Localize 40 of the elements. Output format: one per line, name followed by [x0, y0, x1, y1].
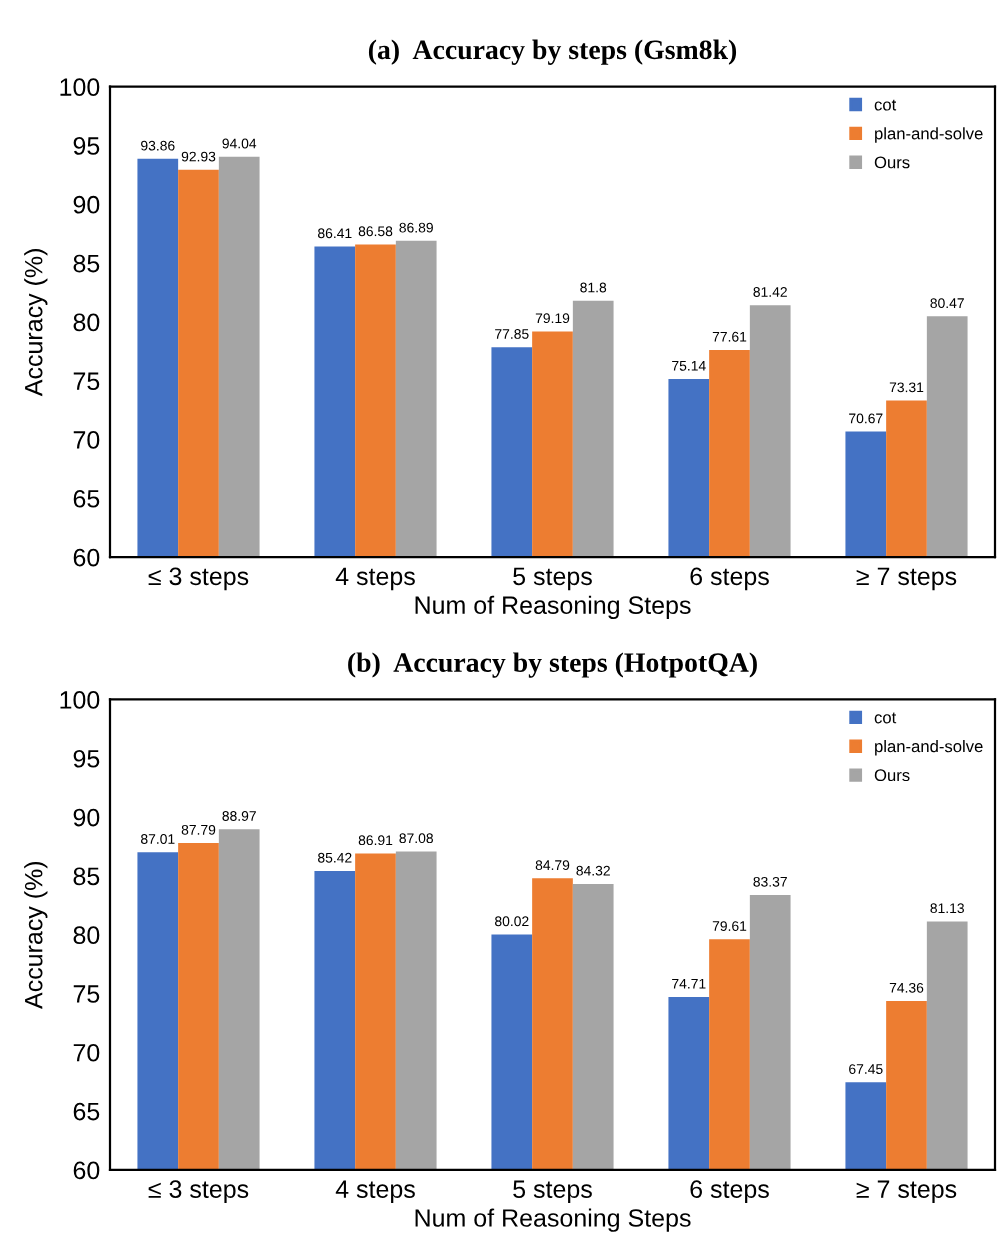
- y-tick-label: 60: [73, 1161, 100, 1180]
- legend-label: Ours: [874, 156, 910, 169]
- y-tick-label: 95: [73, 137, 100, 155]
- x-axis-title: Num of Reasoning Steps: [415, 595, 691, 619]
- legend-label: plan-and-solve: [875, 740, 983, 756]
- chart-title: (b) Accuracy by steps (HotpotQA): [348, 652, 757, 678]
- x-tick-label: 5 steps: [513, 567, 592, 591]
- y-tick-label: 75: [73, 372, 100, 390]
- y-tick-label: 80: [73, 926, 100, 944]
- legend-label: plan-and-solve: [875, 127, 983, 143]
- y-tick-label: 90: [73, 808, 100, 827]
- y-tick-label: 65: [73, 489, 100, 508]
- y-tick-label: 60: [73, 548, 100, 567]
- y-tick-label: 90: [73, 195, 100, 214]
- y-tick-label: 65: [73, 1102, 100, 1121]
- x-axis-title: Num of Reasoning Steps: [415, 1208, 691, 1232]
- y-tick-label: 85: [73, 254, 100, 273]
- x-tick-label: ≤ 3 steps: [148, 567, 249, 591]
- x-tick-label: ≥ 7 steps: [856, 567, 957, 591]
- y-tick-label: 80: [73, 313, 100, 332]
- y-tick-label: 85: [73, 867, 100, 886]
- x-tick-label: 4 steps: [335, 567, 415, 591]
- y-tick-label: 100: [60, 78, 100, 96]
- legend-label: Ours: [874, 769, 910, 782]
- y-axis-title: Accuracy (%): [24, 249, 48, 397]
- y-axis-title: Accuracy (%): [24, 861, 48, 1009]
- y-tick-label: 70: [73, 431, 100, 449]
- x-tick-label: 5 steps: [513, 1180, 592, 1203]
- x-tick-label: 6 steps: [690, 567, 769, 591]
- legend-label: cot: [874, 99, 897, 111]
- legend-label: cot: [874, 712, 897, 724]
- x-tick-label: ≥ 7 steps: [856, 1180, 957, 1203]
- y-tick-label: 75: [73, 985, 100, 1003]
- x-tick-label: 4 steps: [335, 1180, 415, 1203]
- chart-title: (a) Accuracy by steps (Gsm8k): [368, 39, 737, 65]
- x-tick-label: ≤ 3 steps: [148, 1180, 249, 1203]
- x-tick-label: 6 steps: [690, 1180, 769, 1203]
- y-tick-label: 95: [73, 749, 100, 768]
- y-tick-label: 70: [73, 1043, 100, 1062]
- y-tick-label: 100: [60, 691, 100, 709]
